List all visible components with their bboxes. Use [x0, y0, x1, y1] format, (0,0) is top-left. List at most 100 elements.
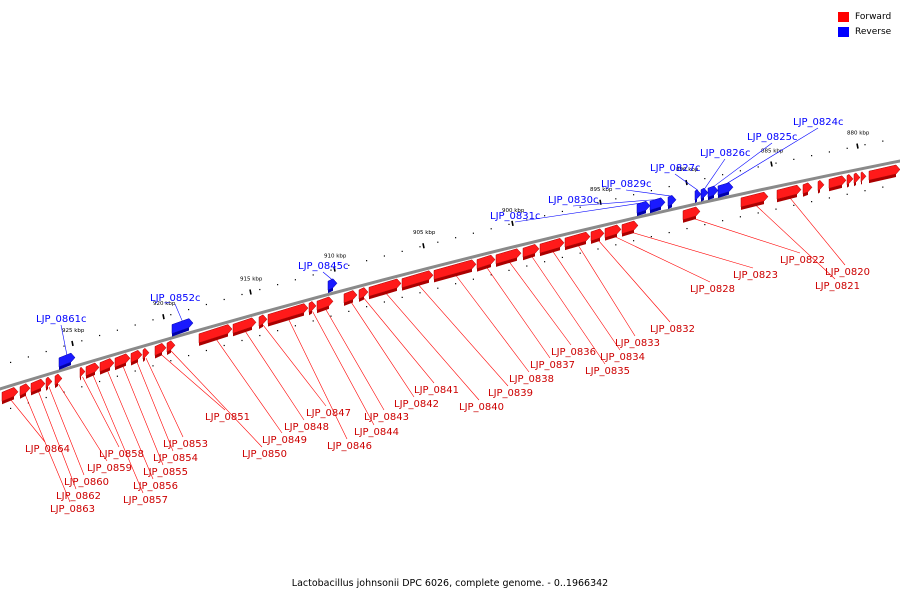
legend: Forward Reverse [838, 9, 891, 39]
gene-shade [402, 279, 429, 291]
gene-shade [143, 357, 145, 362]
minor-tick [561, 256, 563, 259]
minor-tick [739, 170, 741, 172]
leader-line [106, 369, 154, 480]
minor-tick [99, 380, 101, 383]
forward-gene-label: LJP_0850 [242, 449, 287, 460]
gene-body [114, 353, 131, 368]
minor-tick [490, 228, 492, 230]
minor-tick [401, 296, 403, 298]
gene-block [828, 175, 847, 192]
minor-tick [312, 320, 314, 322]
tick-label: 900 kbp [502, 208, 525, 214]
reverse-gene-label: LJP_0831c [490, 211, 541, 222]
forward-swatch [838, 11, 849, 22]
forward-gene-label: LJP_0820 [825, 267, 870, 278]
gene-body [368, 278, 402, 297]
gene-block [802, 182, 813, 197]
gene-block [232, 317, 257, 337]
gene-shade [328, 287, 333, 294]
reverse-gene-label: LJP_0829c [601, 179, 652, 190]
gene-block [401, 270, 434, 291]
gene-block [649, 197, 666, 214]
minor-tick [775, 162, 777, 164]
leader-line [508, 260, 572, 346]
gene-shade [167, 349, 171, 356]
gene-body [308, 301, 317, 313]
tick-label: 925 kbp [62, 328, 85, 334]
leader-line [82, 376, 120, 448]
gene-body [590, 228, 605, 242]
gene-shade [86, 371, 95, 379]
minor-tick [668, 185, 670, 188]
minor-tick [544, 261, 546, 263]
leader-line [551, 250, 621, 351]
minor-tick [27, 356, 29, 358]
leader-line [674, 173, 699, 191]
gene-block [868, 164, 900, 184]
forward-gene-label: LJP_0851 [205, 412, 250, 423]
gene-body [130, 349, 143, 363]
gene-shade [683, 215, 696, 223]
gene-labels: LJP_0861c LJP_0852c LJP_0845c LJP_0831c LJP_… [25, 117, 870, 515]
minor-tick [259, 288, 261, 291]
gene-body [564, 231, 591, 248]
minor-tick [597, 248, 599, 250]
legend-forward: Forward [838, 9, 891, 24]
gene-shade [637, 210, 646, 217]
leader-line [485, 266, 551, 359]
gene-block [343, 290, 358, 306]
minor-tick [633, 194, 635, 196]
leader-line [625, 189, 673, 197]
tick-label: 895 kbp [590, 187, 613, 193]
minor-tick [882, 186, 884, 188]
gene-body [316, 296, 334, 311]
gene-block [564, 231, 591, 251]
gene-block [54, 373, 63, 389]
minor-tick [455, 237, 457, 239]
leader-line [174, 303, 183, 322]
minor-tick [597, 202, 599, 204]
leader-line [60, 324, 68, 356]
gene-shade [701, 197, 704, 202]
gene-shade [199, 333, 228, 346]
gene-body [539, 238, 565, 254]
minor-tick [348, 264, 350, 266]
minor-tick [223, 344, 225, 347]
forward-gene-label: LJP_0859 [87, 463, 132, 474]
gene-block [817, 180, 825, 194]
tick-label: 905 kbp [413, 230, 436, 236]
leader-line [37, 390, 77, 490]
gene-body [667, 195, 677, 207]
leader-line [514, 202, 644, 223]
minor-tick [472, 232, 474, 234]
minor-tick [704, 224, 706, 226]
minor-tick [864, 144, 866, 146]
reverse-gene-label: LJP_0852c [150, 293, 201, 304]
gene-body [267, 303, 309, 324]
gene-body [476, 254, 496, 269]
leader-line [530, 255, 606, 365]
gene-body [327, 278, 338, 291]
gene-body [682, 206, 701, 221]
leader-line [136, 360, 174, 452]
legend-reverse: Reverse [838, 24, 891, 39]
minor-tick [508, 223, 510, 225]
gene-shade [115, 362, 126, 371]
minor-tick [882, 140, 884, 142]
minor-tick [81, 340, 83, 342]
gene-shade [496, 257, 517, 267]
forward-gene-label: LJP_0839 [488, 388, 533, 399]
minor-tick [188, 354, 190, 357]
gene-shade [369, 287, 397, 300]
reverse-gene-label: LJP_0830c [548, 195, 599, 206]
gene-block [114, 353, 131, 371]
gene-body [707, 185, 719, 198]
gene-block [45, 376, 53, 391]
gene-body [99, 358, 115, 372]
gene-block [621, 220, 639, 237]
leader-line [417, 283, 509, 387]
minor-tick [793, 204, 795, 206]
gene-body [604, 224, 622, 238]
